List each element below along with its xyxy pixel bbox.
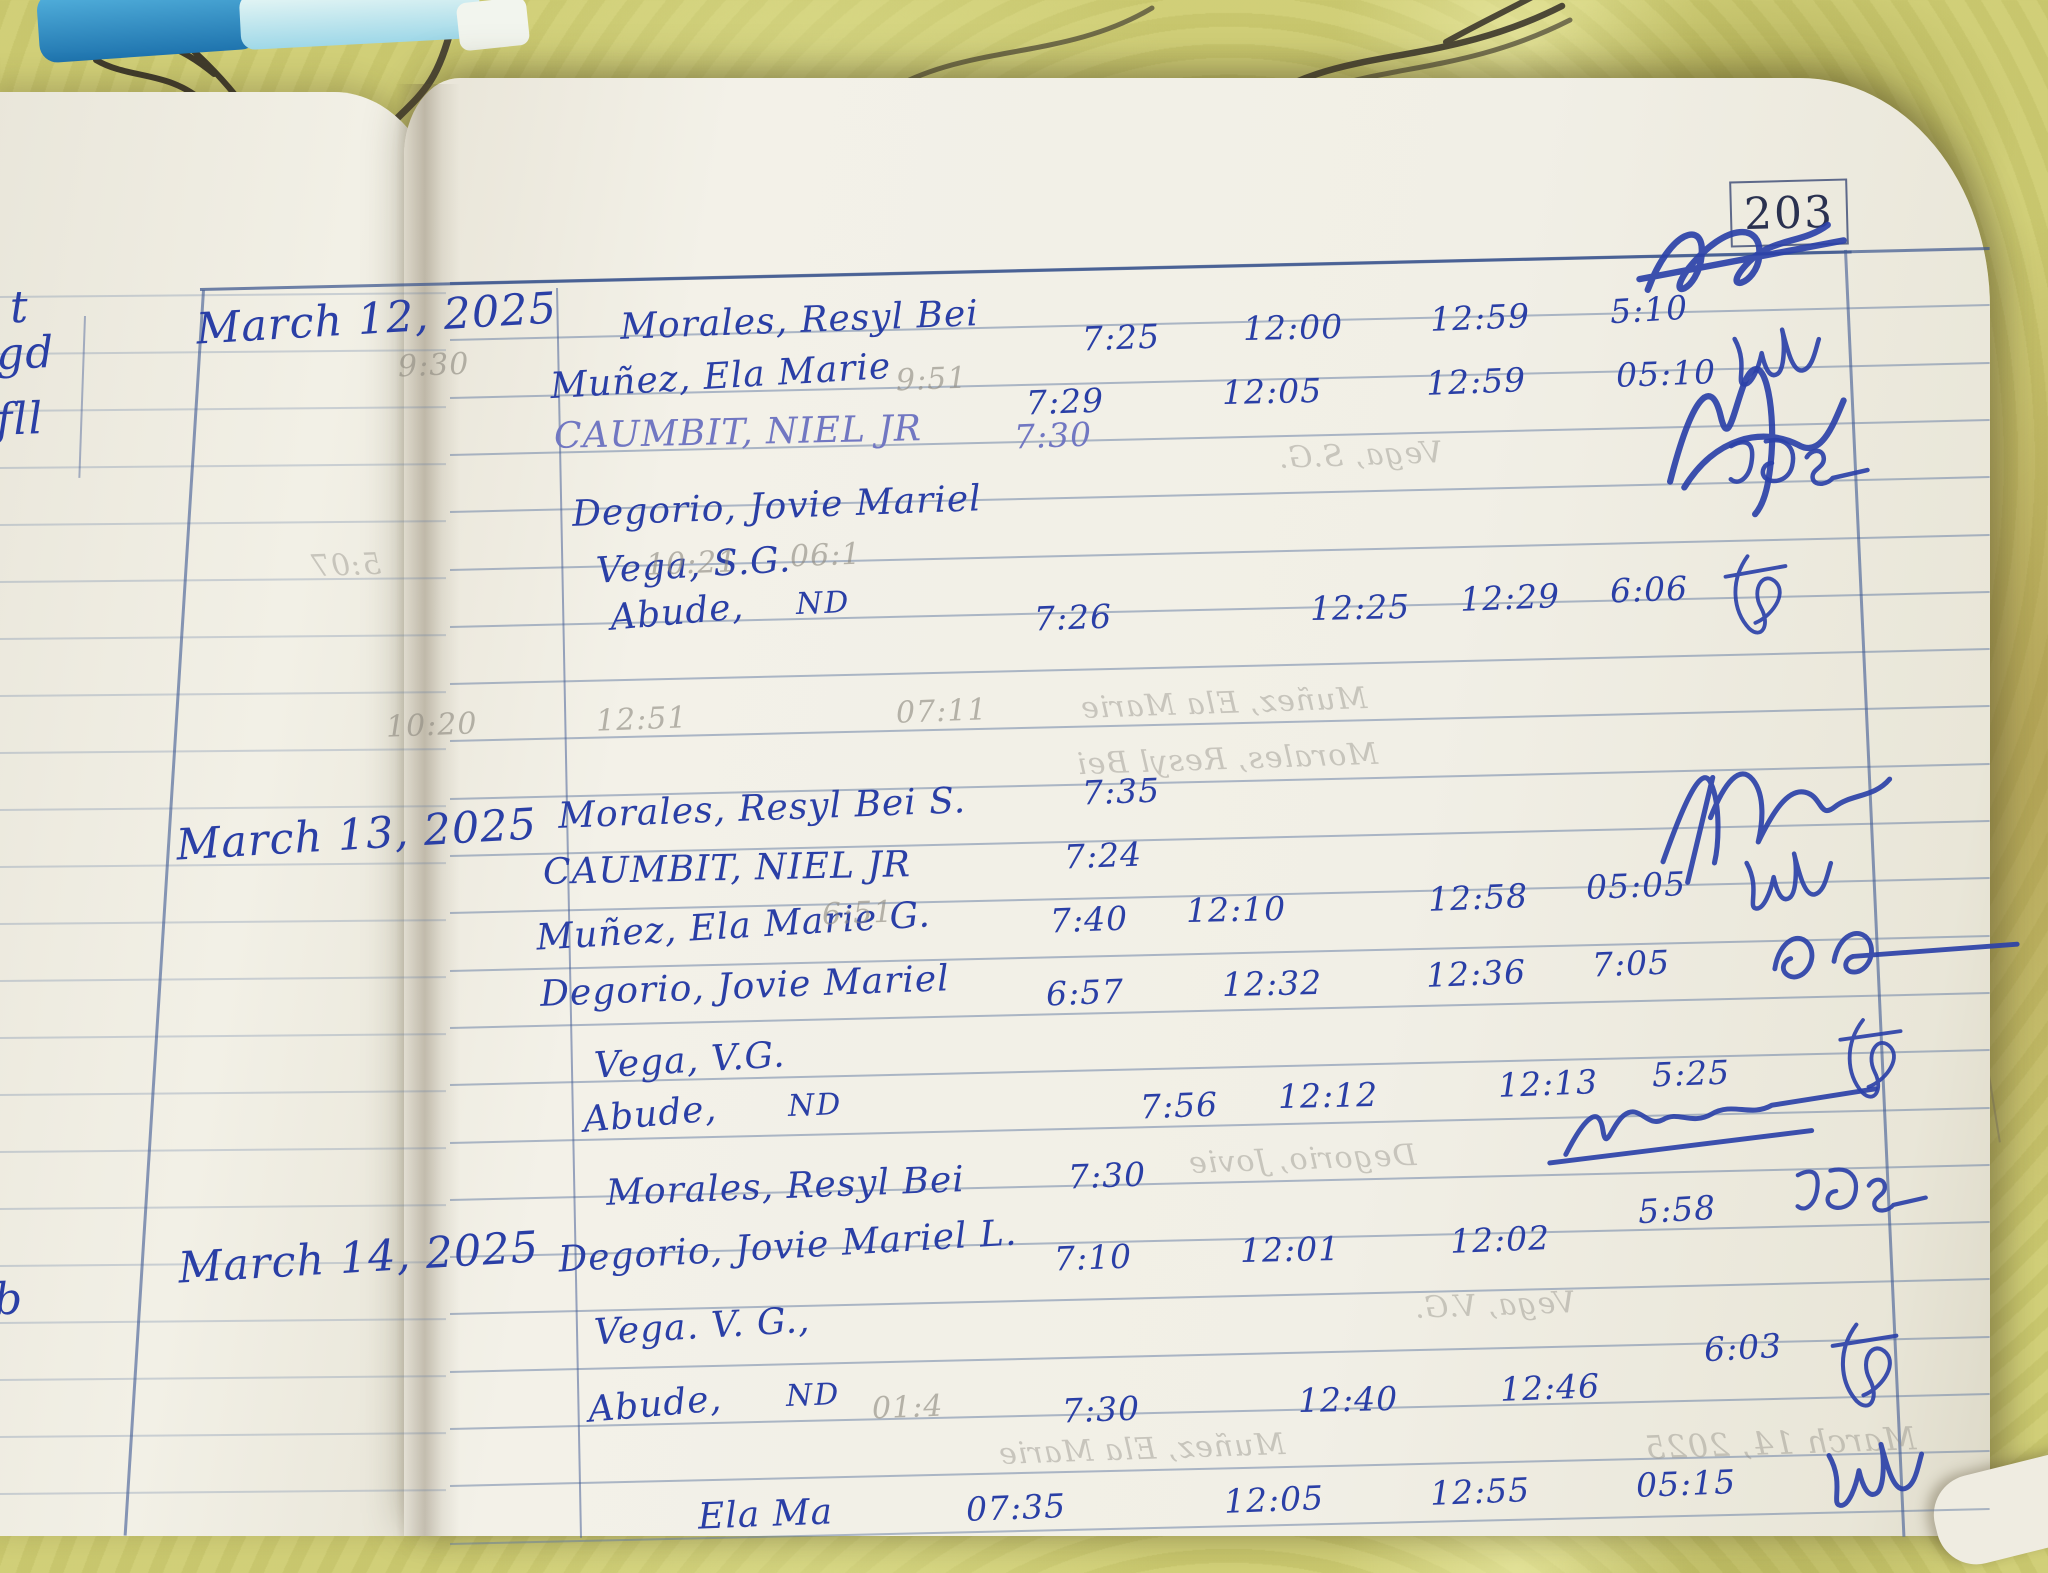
- ghost-text-mirrored: Vega, V.G.: [1413, 1285, 1576, 1326]
- signature-mark: [1778, 1154, 1931, 1228]
- time-entry: 12:59: [1429, 296, 1531, 339]
- time-entry: 12:12: [1277, 1074, 1379, 1117]
- left-page-scrawl: gd: [0, 326, 56, 381]
- signature-mark: [1721, 553, 1788, 636]
- time-entry: 7:10: [1053, 1236, 1133, 1279]
- time-entry: 7:26: [1033, 596, 1113, 639]
- ghost-text: 06:1: [789, 536, 863, 575]
- signature-mark: [1815, 1314, 1911, 1427]
- time-entry: 12:46: [1499, 1366, 1601, 1409]
- left-page-scrawl: t: [9, 281, 30, 334]
- name-entry: CAUMBIT, NIEL JR: [553, 408, 923, 457]
- white-cap-tip: [455, 0, 531, 52]
- page-gutter-shadow: [396, 84, 460, 1536]
- name-suffix-nd: ND: [785, 1376, 841, 1415]
- ghost-text-mirrored: Vega, S.G.: [1277, 435, 1443, 476]
- notebook-right-page: [404, 78, 1990, 1536]
- time-entry: 12:32: [1221, 962, 1323, 1005]
- ghost-text: 01:4: [871, 1388, 945, 1427]
- time-entry: 7:30: [1061, 1388, 1141, 1431]
- time-entry: 12:40: [1297, 1378, 1399, 1421]
- ghost-text: 10:20: [385, 706, 479, 745]
- ghost-text-mirrored: 5:07: [309, 546, 382, 585]
- signature-mark: [1710, 424, 1873, 502]
- time-entry: 12:59: [1425, 360, 1527, 403]
- time-entry: 12:55: [1429, 1470, 1531, 1513]
- time-entry: 7:30: [1013, 414, 1093, 457]
- time-entry: 12:36: [1425, 952, 1527, 995]
- ghost-text: 12:51: [595, 700, 689, 739]
- time-entry: 7:56: [1139, 1084, 1219, 1127]
- time-entry: 6:57: [1045, 971, 1125, 1014]
- name-entry: CAUMBIT, NIEL JR: [542, 844, 912, 893]
- ghost-text: 6:51: [821, 894, 895, 933]
- signature-mark: [1757, 911, 2029, 985]
- time-entry: 6:06: [1609, 568, 1689, 611]
- name-suffix-nd: ND: [787, 1086, 843, 1125]
- time-entry: 12:00: [1242, 306, 1344, 349]
- ghost-text: 07:11: [895, 692, 989, 731]
- signature-mark: [1738, 843, 1843, 920]
- time-entry: 05:15: [1635, 1462, 1737, 1505]
- time-entry: 7:30: [1067, 1154, 1147, 1197]
- time-entry: 07:35: [965, 1486, 1067, 1529]
- ghost-text: 10:21: [645, 544, 739, 583]
- time-entry: 5:58: [1636, 1187, 1718, 1232]
- time-entry: 7:05: [1591, 942, 1671, 985]
- left-page-scrawl: b: [0, 1273, 25, 1326]
- time-entry: 12:01: [1239, 1228, 1341, 1271]
- time-entry: 12:10: [1185, 888, 1287, 931]
- left-page-scrawl: fll: [0, 393, 45, 446]
- time-entry: 7:25: [1081, 316, 1161, 359]
- time-entry: 12:05: [1223, 1478, 1325, 1521]
- name-entry-partial: Ela Ma: [697, 1491, 834, 1538]
- time-entry: 12:05: [1221, 370, 1323, 413]
- time-entry: 7:40: [1049, 898, 1129, 941]
- time-entry: 6:03: [1702, 1325, 1784, 1370]
- time-entry: 12:29: [1459, 576, 1561, 619]
- ghost-text: 9:51: [895, 360, 969, 399]
- time-entry: 12:58: [1427, 876, 1529, 919]
- time-entry: 12:25: [1309, 586, 1411, 629]
- notebook-left-page: [0, 92, 444, 1536]
- time-entry: 12:02: [1449, 1218, 1551, 1261]
- time-entry: 7:24: [1063, 834, 1143, 877]
- ghost-text: 9:30: [397, 346, 471, 385]
- name-suffix-nd: ND: [795, 584, 851, 623]
- signature-mark: [1819, 1431, 1935, 1517]
